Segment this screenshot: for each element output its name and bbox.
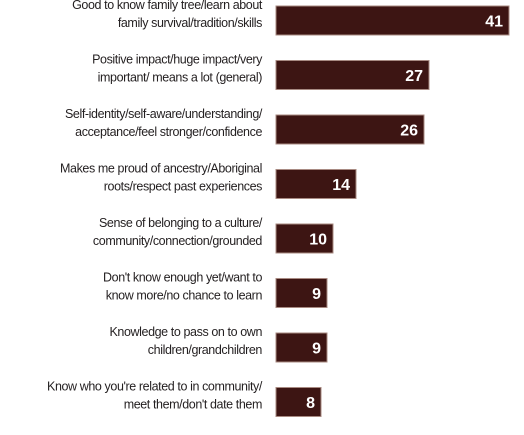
category-label-line: Know who you're related to in community/ — [47, 380, 263, 394]
category-label: Knowledge to pass on to own children/gran… — [109, 325, 262, 357]
bar-group: 9 Knowledge to pass on to own children/gra… — [109, 325, 328, 363]
data-label: 41 — [485, 14, 503, 31]
data-label: 9 — [312, 341, 321, 358]
category-label-line: Makes me proud of ancestry/Aboriginal — [60, 162, 262, 176]
category-label-line: family survival/tradition/skills — [118, 16, 262, 30]
category-label-line: Self-identity/self-aware/understanding/ — [65, 107, 263, 121]
category-label: Don't know enough yet/want to know more/n… — [103, 271, 262, 303]
data-label: 14 — [332, 177, 350, 194]
category-label: Know who you're related to in community/… — [47, 380, 263, 412]
bar — [275, 332, 328, 363]
bar — [275, 114, 425, 145]
bar — [275, 387, 322, 417]
bar-group: 26 Self-identity/self-aware/understanding… — [65, 107, 425, 145]
data-label: 26 — [400, 123, 418, 140]
category-label-line: acceptance/feel stronger/confidence — [75, 125, 262, 139]
bar — [275, 60, 430, 90]
bar — [275, 278, 328, 308]
bar-group: 8 Know who you're related to in community… — [47, 380, 322, 417]
data-label: 9 — [312, 286, 321, 303]
category-label-line: community/connection/grounded — [93, 234, 263, 248]
category-label: Positive impact/huge impact/very importan… — [92, 53, 263, 85]
category-label-line: meet them/don't date them — [124, 398, 262, 412]
category-label-line: roots/respect past experiences — [104, 180, 262, 194]
category-label: Good to know family tree/learn about fami… — [72, 0, 263, 30]
category-label-line: important/ means a lot (general) — [98, 71, 263, 85]
data-label: 8 — [306, 395, 315, 412]
category-label-line: Positive impact/huge impact/very — [92, 53, 263, 67]
data-label: 10 — [309, 232, 327, 249]
category-label: Makes me proud of ancestry/Aboriginal roo… — [60, 162, 262, 194]
bar-group: 9 Don't know enough yet/want to know more/… — [103, 271, 328, 308]
category-label: Sense of belonging to a culture/communit… — [93, 216, 263, 248]
bar-group: 41 Good to know family tree/learn about fa… — [72, 0, 510, 36]
bar — [275, 5, 510, 36]
category-label-line: Sense of belonging to a culture/ — [99, 216, 263, 230]
category-label: Self-identity/self-aware/understanding/a… — [65, 107, 263, 139]
category-label-line: know more/no chance to learn — [106, 289, 263, 303]
data-label: 27 — [405, 68, 423, 85]
category-label-line: Don't know enough yet/want to — [103, 271, 262, 285]
bar-group: 10 Sense of belonging to a culture/commun… — [93, 216, 334, 254]
category-label-line: Good to know family tree/learn about — [72, 0, 263, 12]
category-label-line: children/grandchildren — [148, 343, 263, 357]
bar-group: 14 Makes me proud of ancestry/Aboriginal r… — [60, 162, 357, 199]
bar-group: 27 Positive impact/huge impact/very import… — [92, 53, 430, 90]
category-label-line: Knowledge to pass on to own — [109, 325, 262, 339]
bar — [275, 169, 357, 199]
bar — [275, 223, 334, 254]
